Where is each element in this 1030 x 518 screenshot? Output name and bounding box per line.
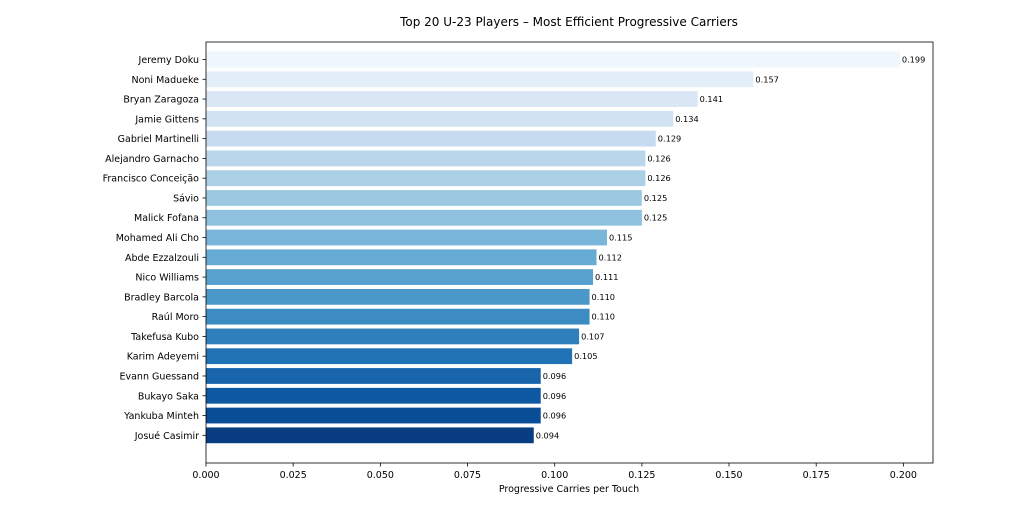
bar <box>206 328 580 345</box>
bar <box>206 91 698 107</box>
bar <box>206 130 656 147</box>
y-tick-label: Josué Casimir <box>134 431 199 442</box>
y-tick-label: Alejandro Garnacho <box>105 154 199 165</box>
y-tick-label: Mohamed Ali Cho <box>116 233 199 244</box>
bar <box>206 170 646 187</box>
value-label: 0.115 <box>609 233 632 243</box>
y-tick-label: Bukayo Saka <box>138 391 199 402</box>
y-tick-label: Sávio <box>173 193 199 204</box>
value-label: 0.126 <box>647 153 670 163</box>
bar <box>206 249 597 266</box>
bar <box>206 209 642 226</box>
bar <box>206 229 607 246</box>
value-label: 0.157 <box>755 74 778 84</box>
value-label: 0.096 <box>543 391 566 401</box>
bar <box>206 269 594 285</box>
y-tick-label: Raúl Moro <box>152 312 200 323</box>
bar <box>206 71 754 88</box>
x-tick-label: 0.100 <box>541 470 568 481</box>
x-tick-label: 0.000 <box>192 470 219 481</box>
value-label: 0.126 <box>647 173 670 183</box>
value-label: 0.125 <box>644 193 667 203</box>
bar <box>206 308 590 325</box>
x-tick-label: 0.125 <box>628 470 655 481</box>
value-label: 0.141 <box>700 94 723 104</box>
x-tick-label: 0.150 <box>715 470 742 481</box>
bar <box>206 407 541 424</box>
x-tick-label: 0.200 <box>890 470 917 481</box>
value-label: 0.199 <box>902 55 925 65</box>
x-tick-label: 0.175 <box>803 470 830 481</box>
bar <box>206 288 590 305</box>
bar <box>206 348 573 365</box>
bar <box>206 387 541 404</box>
value-label: 0.134 <box>675 114 698 124</box>
y-tick-label: Bryan Zaragoza <box>123 95 199 106</box>
value-label: 0.107 <box>581 331 604 341</box>
value-label: 0.096 <box>543 411 566 421</box>
x-tick-label: 0.050 <box>367 470 394 481</box>
bar <box>206 190 642 206</box>
value-label: 0.112 <box>599 252 622 262</box>
y-tick-label: Takefusa Kubo <box>130 332 199 343</box>
y-tick-label: Nico Williams <box>135 273 199 284</box>
y-tick-label: Evann Guessand <box>119 371 199 382</box>
y-tick-label: Karim Adeyemi <box>127 352 199 363</box>
y-tick-label: Abde Ezzalzouli <box>125 253 199 264</box>
bar <box>206 150 646 167</box>
value-label: 0.125 <box>644 213 667 223</box>
x-tick-label: 0.025 <box>280 470 307 481</box>
plot-frame <box>205 41 934 464</box>
bar <box>206 51 900 68</box>
bar <box>206 368 541 384</box>
value-label: 0.094 <box>536 430 559 440</box>
y-tick-labels: Jeremy Doku Noni Madueke Bryan Zaragoza Jam… <box>103 55 206 442</box>
y-tick-label: Malick Fofana <box>134 213 199 224</box>
y-tick-label: Francisco Conceição <box>103 174 200 185</box>
value-label: 0.096 <box>543 371 566 381</box>
bar <box>206 427 534 444</box>
value-label: 0.129 <box>658 134 681 144</box>
y-tick-label: Bradley Barcola <box>124 292 199 303</box>
bar <box>206 110 674 127</box>
x-axis-ticks: 0.000 0.025 0.050 0.075 0.100 0.125 0.150 0.175… <box>192 463 917 481</box>
y-tick-label: Yankuba Minteh <box>123 411 199 422</box>
y-tick-label: Gabriel Martinelli <box>118 134 199 145</box>
y-tick-label: Jamie Gittens <box>134 114 199 125</box>
y-tick-label: Noni Madueke <box>131 75 199 86</box>
value-label: 0.110 <box>592 312 615 322</box>
value-label: 0.110 <box>592 292 615 302</box>
value-label: 0.105 <box>574 351 597 361</box>
x-axis-label: Progressive Carries per Touch <box>499 484 639 495</box>
value-label: 0.111 <box>595 272 618 282</box>
bars-group <box>206 51 900 444</box>
x-tick-label: 0.075 <box>454 470 481 481</box>
y-tick-label: Jeremy Doku <box>138 55 199 66</box>
chart-title: Top 20 U-23 Players – Most Efficient Pro… <box>399 15 738 29</box>
